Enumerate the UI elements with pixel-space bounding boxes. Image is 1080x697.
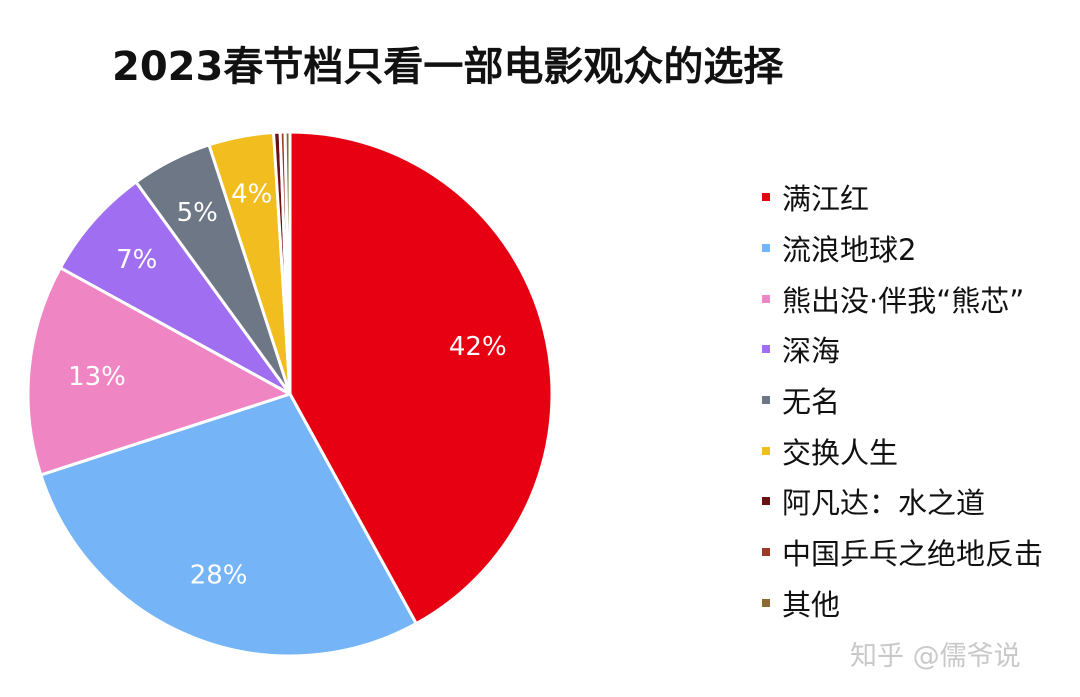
legend-item: 无名	[762, 375, 1043, 426]
legend-item: 熊出没·伴我“熊芯”	[762, 273, 1043, 324]
pie-slice-3	[58, 180, 292, 396]
pie-chart: 42% 28% 13% 7% 5% 4%	[26, 130, 554, 658]
slice-value-label-1: 28%	[190, 560, 248, 590]
pie-slice-0	[288, 130, 554, 626]
legend-item: 满江红	[762, 172, 1043, 223]
slice-value-label-2: 13%	[68, 362, 126, 392]
pie-slice-2	[26, 266, 292, 477]
legend-label: 深海	[782, 334, 841, 369]
legend-swatch	[762, 598, 770, 607]
legend-label: 熊出没·伴我“熊芯”	[782, 283, 1025, 318]
slice-value-label-4: 5%	[177, 198, 218, 228]
legend-item: 其他	[762, 578, 1043, 629]
legend-swatch	[762, 548, 770, 557]
legend-label: 无名	[782, 385, 841, 420]
watermark: 知乎 @儒爷说	[850, 641, 1021, 672]
slice-value-label-5: 4%	[231, 179, 272, 209]
legend-swatch	[762, 345, 770, 354]
legend-label: 阿凡达：水之道	[782, 486, 986, 521]
legend-label: 中国乒乓之绝地反击	[782, 537, 1044, 572]
legend-item: 中国乒乓之绝地反击	[762, 527, 1043, 578]
chart-legend: 满江红流浪地球2 熊出没·伴我“熊芯” 深海无名交换人生阿凡达：水之道中国乒乓之绝地…	[762, 172, 1043, 628]
legend-label: 满江红	[782, 182, 870, 217]
chart-title: 2023春节档只看一部电影观众的选择	[112, 44, 784, 90]
slice-value-label-0: 42%	[449, 332, 507, 362]
legend-label: 交换人生	[782, 435, 899, 470]
legend-swatch	[762, 497, 770, 506]
legend-item: 交换人生	[762, 425, 1043, 476]
pie-slice-8	[283, 130, 292, 396]
legend-swatch	[762, 193, 770, 202]
legend-item: 流浪地球2	[762, 223, 1043, 274]
legend-item: 阿凡达：水之道	[762, 476, 1043, 527]
legend-swatch	[762, 396, 770, 405]
legend-swatch	[762, 446, 770, 455]
legend-label: 其他	[782, 587, 841, 622]
pie-slice-1	[39, 392, 418, 658]
legend-swatch	[762, 294, 770, 303]
legend-swatch	[762, 244, 770, 253]
legend-item: 深海	[762, 324, 1043, 375]
legend-label: 流浪地球2	[782, 233, 917, 268]
slice-value-label-3: 7%	[116, 245, 157, 275]
